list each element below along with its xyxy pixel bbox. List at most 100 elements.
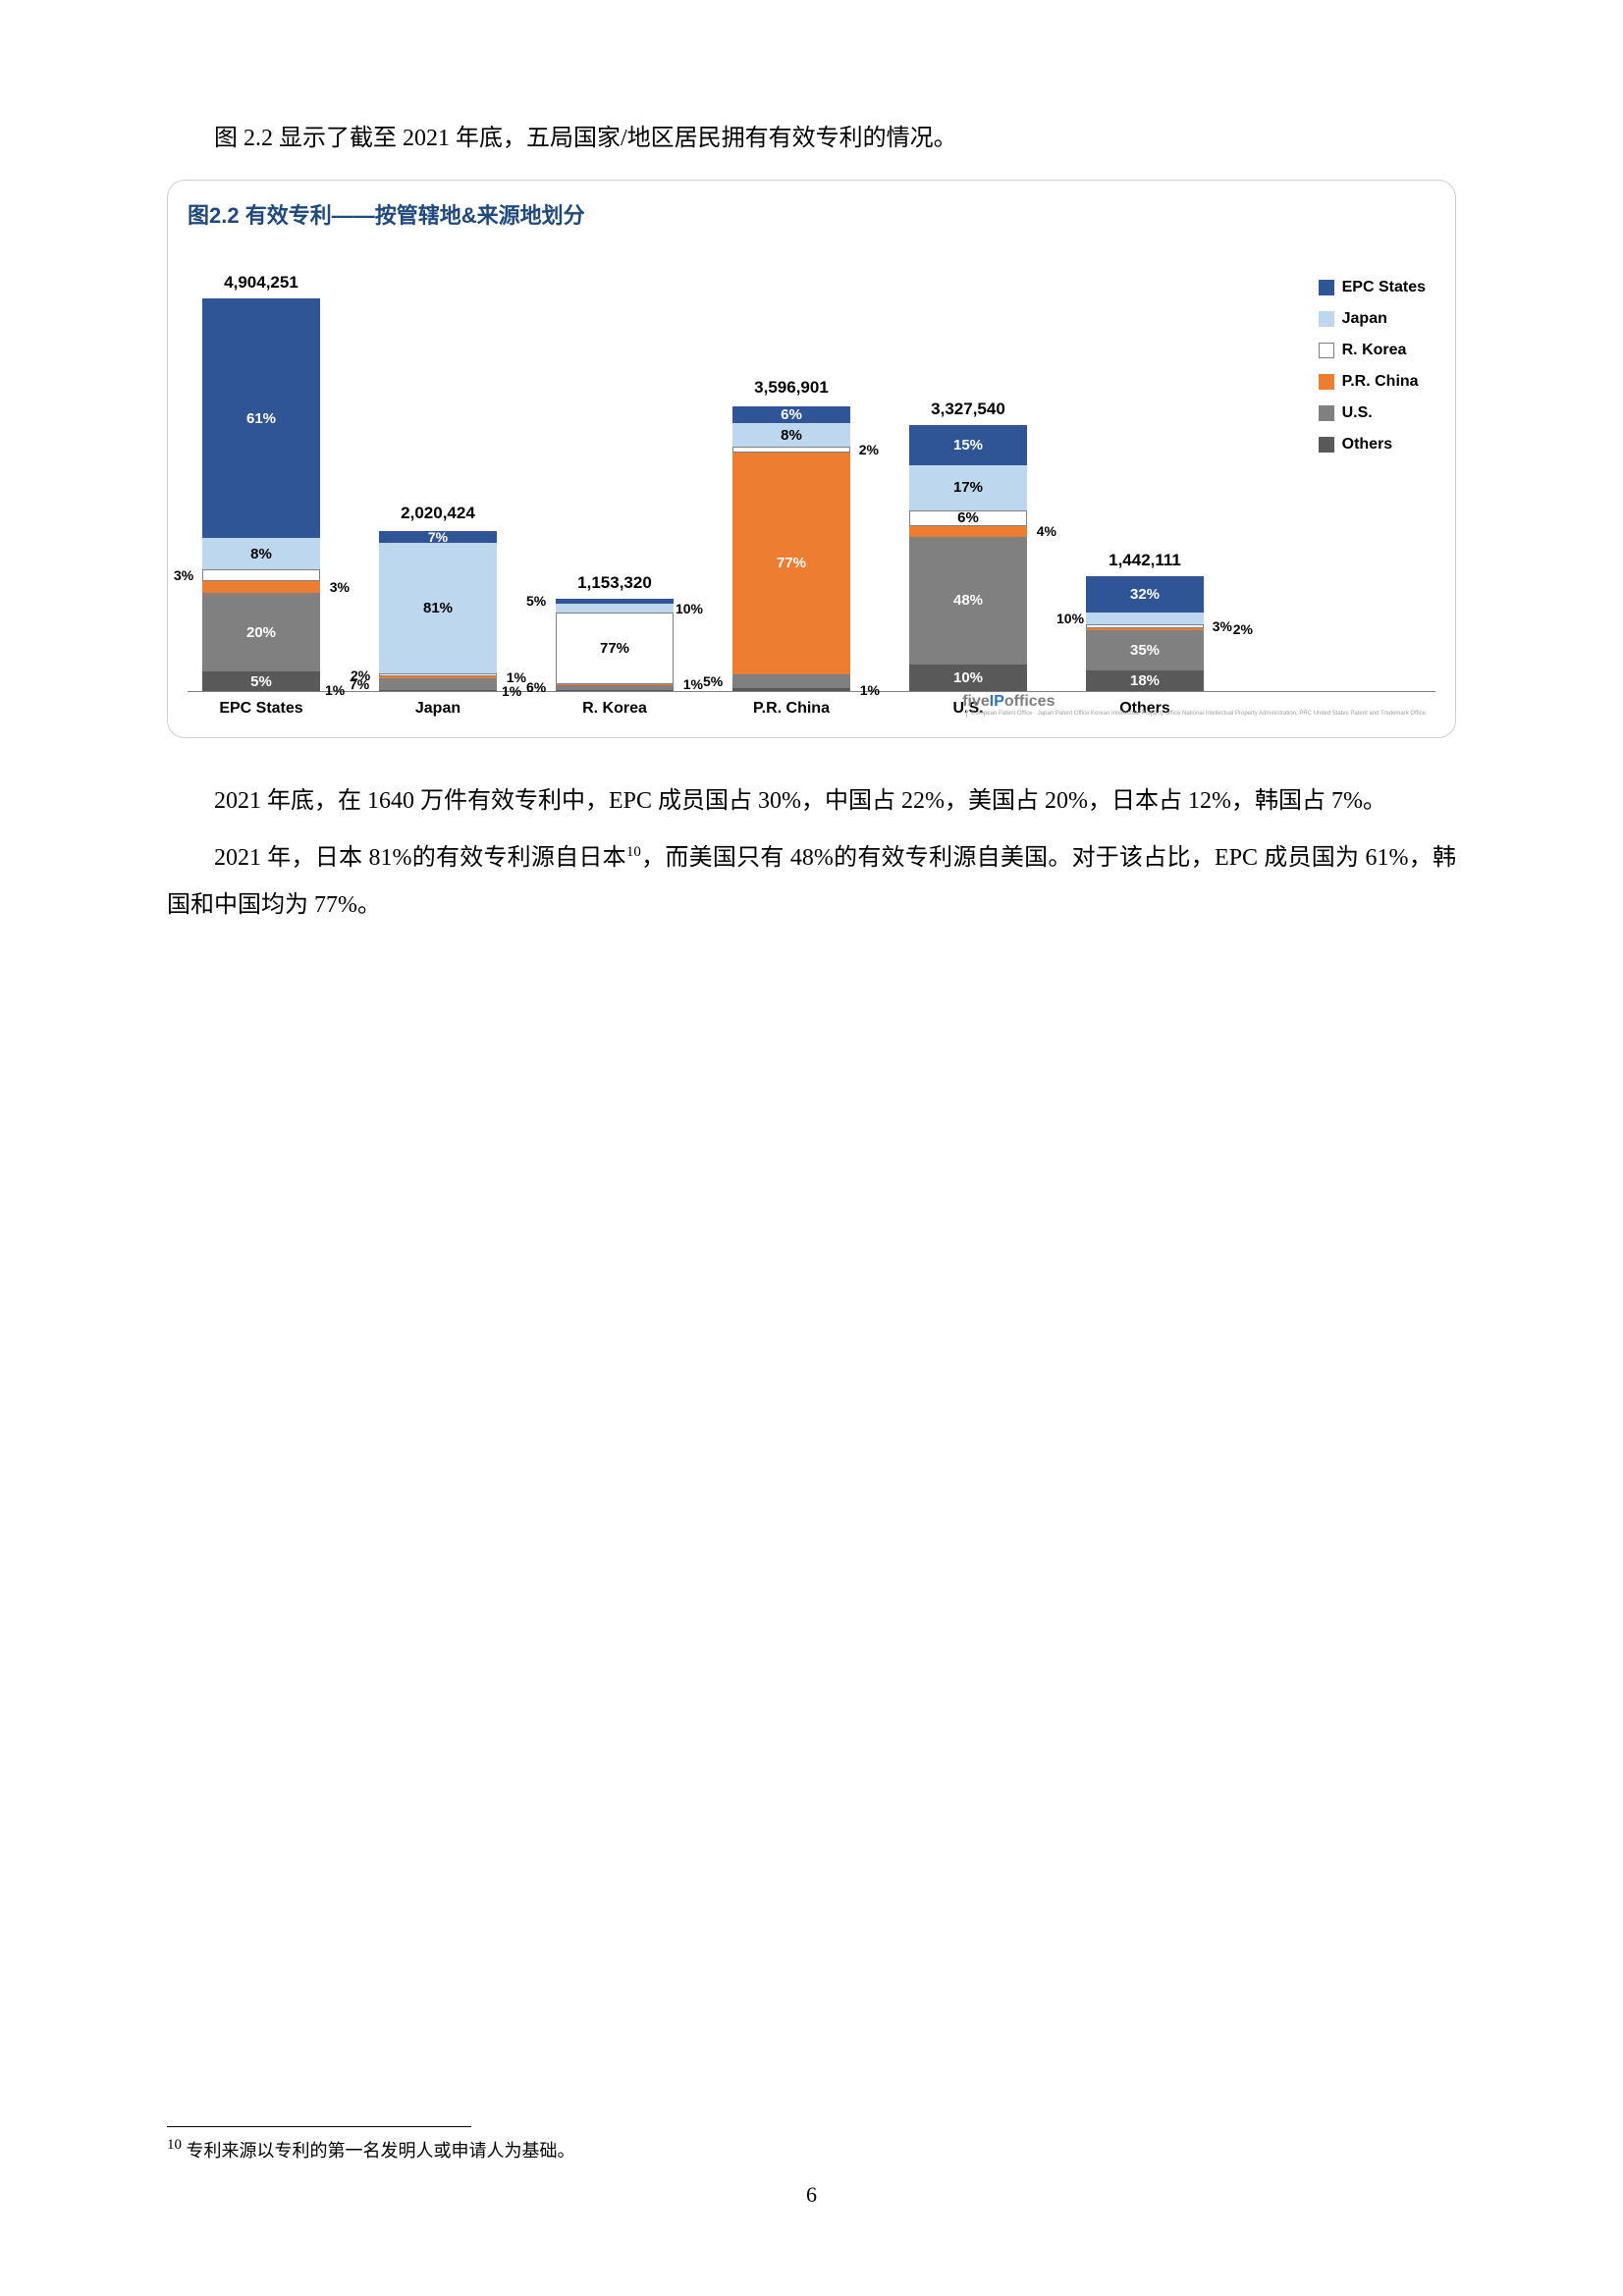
footnote: 10 专利来源以专利的第一名发明人或申请人为基础。 (167, 2137, 1456, 2163)
bar-segment: 1% (556, 684, 674, 685)
intro-text: 图 2.2 显示了截至 2021 年底，五局国家/地区居民拥有有效专利的情况。 (167, 118, 1456, 160)
bar-segment: 8% (732, 423, 850, 446)
bar-stack: 1%7%1%2%81%7% (379, 529, 497, 691)
bar-segment: 61% (202, 298, 320, 538)
segment-label: 77% (777, 555, 806, 571)
chart-container: 图2.2 有效专利——按管辖地&来源地划分 EPC StatesJapanR. … (167, 180, 1456, 738)
segment-label: 6% (526, 679, 546, 695)
segment-label: 1% (860, 682, 880, 698)
bar-stack: 1%6%1%77%10%5% (556, 599, 674, 691)
bar-segment: 35% (1086, 630, 1204, 670)
bar-segment: 18% (1086, 670, 1204, 691)
bar-total-label: 3,596,901 (754, 378, 829, 398)
footnote-num: 10 (167, 2137, 182, 2153)
bar-segment: 6% (732, 406, 850, 424)
paragraph-2: 2021 年，日本 81%的有效专利源自日本10，而美国只有 48%的有效专利源… (167, 834, 1456, 929)
bar-segment: 4% (909, 526, 1027, 537)
bar-segment: 32% (1086, 576, 1204, 614)
segment-label: 17% (953, 479, 983, 496)
segment-label: 15% (953, 437, 983, 454)
bar-segment: 8% (202, 538, 320, 569)
paragraph-1: 2021 年底，在 1640 万件有效专利中，EPC 成员国占 30%，中国占 … (167, 777, 1456, 825)
brand-post: offices (1004, 693, 1055, 710)
bar-segment: 81% (379, 543, 497, 673)
para2-sup: 10 (626, 844, 641, 860)
segment-label: 6% (781, 406, 802, 423)
segment-label: 8% (250, 546, 272, 562)
segment-label: 2% (859, 442, 879, 457)
segment-label: 48% (953, 592, 983, 609)
segment-label: 1% (325, 682, 345, 698)
bar-segment: 7% (379, 678, 497, 690)
bar-segment: 5% (556, 599, 674, 604)
segment-label: 32% (1130, 586, 1160, 603)
bar-segment: 5% (732, 674, 850, 689)
segment-label: 7% (428, 529, 448, 545)
bar-total-label: 4,904,251 (224, 273, 298, 293)
bar-column: 2,020,4241%7%1%2%81%7% (374, 504, 502, 691)
bar-segment: 77% (556, 613, 674, 683)
bar-segment: 7% (379, 531, 497, 543)
segment-label: 5% (526, 593, 546, 609)
segment-label: 81% (423, 600, 453, 616)
bar-column: 1,442,111 18% 35% 2%3%10% 32% (1081, 551, 1209, 692)
chart-body: 4,904,2515%20%3%3%8%61%2,020,4241%7%1%2%… (188, 269, 1435, 691)
segment-label: 3% (174, 567, 193, 583)
bar-segment: 10% (1086, 613, 1204, 624)
segment-label: 20% (246, 624, 276, 641)
bar-segment: 2% (1086, 628, 1204, 630)
x-axis-label: P.R. China (728, 700, 855, 718)
segment-label: 18% (1130, 672, 1160, 689)
bar-total-label: 1,442,111 (1109, 551, 1181, 570)
bar-column: 4,904,251 5% 20% 3%3% 8% 61% (197, 273, 325, 691)
chart-title: 图2.2 有效专利——按管辖地&来源地划分 (188, 198, 1435, 230)
segment-label: 3% (330, 579, 350, 595)
segment-label: 8% (781, 427, 802, 444)
segment-label: 2% (1233, 621, 1253, 637)
segment-label: 1% (502, 683, 521, 699)
bar-segment: 17% (909, 465, 1027, 510)
segment-label: 5% (250, 673, 272, 690)
bar-total-label: 2,020,424 (401, 504, 475, 523)
page-number: 6 (167, 2182, 1456, 2208)
segment-label: 77% (600, 640, 629, 657)
bar-segment: 5% (202, 671, 320, 691)
para2-a: 2021 年，日本 81%的有效专利源自日本 (214, 845, 626, 871)
bar-segment: 3% (202, 569, 320, 581)
x-axis-label: R. Korea (551, 700, 678, 718)
bar-segment: 48% (909, 537, 1027, 665)
x-axis-label: Japan (374, 700, 502, 718)
bar-segment: 3% (202, 581, 320, 593)
brand-pre: five (962, 693, 990, 710)
bar-stack: 5% 20% 3%3% 8% 61% (202, 298, 320, 691)
bar-segment: 6% (556, 685, 674, 691)
bar-column: 3,327,540 10% 48% 4%6% 17% 15% (904, 400, 1032, 691)
segment-label: 3% (1213, 618, 1232, 634)
bar-segment: 10% (909, 665, 1027, 691)
brand-sub: European Patent Office · Japan Patent Of… (966, 711, 1426, 718)
bar-segment: 1% (732, 688, 850, 691)
bar-segment: 10% (556, 604, 674, 613)
bar-stack: 10% 48% 4%6% 17% 15% (909, 425, 1027, 691)
footer: 10 专利来源以专利的第一名发明人或申请人为基础。 6 (167, 2126, 1456, 2208)
footnote-text: 专利来源以专利的第一名发明人或申请人为基础。 (182, 2141, 575, 2161)
brand-accent: IP (990, 693, 1004, 710)
segment-label: 5% (703, 673, 723, 689)
bar-column: 3,596,9011%5%77%2%8%6% (728, 378, 855, 691)
bar-segment: 6% (909, 510, 1027, 526)
bar-stack: 1%5%77%2%8%6% (732, 403, 850, 691)
bar-segment: 3% (1086, 624, 1204, 628)
chart-brand: fiveIPoffices European Patent Office · J… (962, 693, 1426, 718)
bar-segment: 20% (202, 593, 320, 671)
bar-segment: 2% (379, 673, 497, 676)
segment-label: 1% (683, 676, 703, 692)
segment-label: 10% (953, 669, 983, 686)
bar-total-label: 3,327,540 (931, 400, 1005, 419)
segment-label: 35% (1130, 642, 1160, 659)
segment-label: 6% (957, 509, 979, 526)
footnote-rule (167, 2126, 471, 2127)
segment-label: 10% (676, 601, 703, 616)
segment-label: 61% (246, 410, 276, 427)
segment-label: 4% (1037, 523, 1056, 539)
segment-label: 2% (351, 667, 370, 683)
